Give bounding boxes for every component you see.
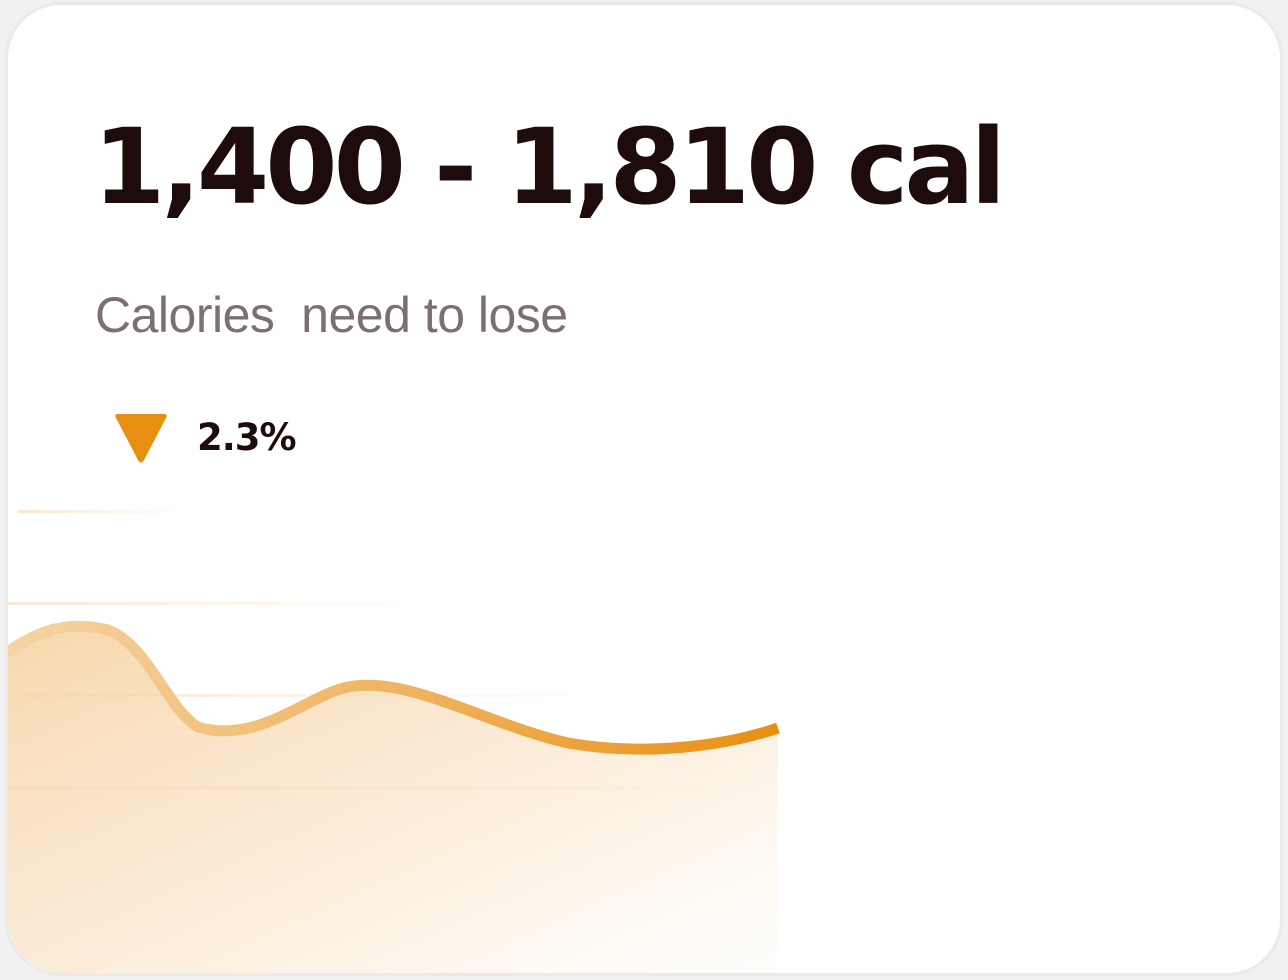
chart-line <box>8 620 780 755</box>
calorie-subtitle: Calories need to lose <box>95 287 568 343</box>
grid-line <box>8 786 788 789</box>
calorie-range-heading: 1,400 - 1,810 cal <box>93 106 1006 228</box>
trend-indicator: 2.3% <box>113 410 297 464</box>
trend-percentage: 2.3% <box>197 415 297 459</box>
calorie-card: 1,400 - 1,810 cal Calories need to lose … <box>5 2 1283 976</box>
grid-line <box>18 510 188 513</box>
triangle-down-icon <box>115 414 167 463</box>
grid-line <box>8 602 428 605</box>
grid-line <box>8 694 628 697</box>
chart-grid <box>8 510 788 789</box>
chart-area <box>8 626 778 973</box>
